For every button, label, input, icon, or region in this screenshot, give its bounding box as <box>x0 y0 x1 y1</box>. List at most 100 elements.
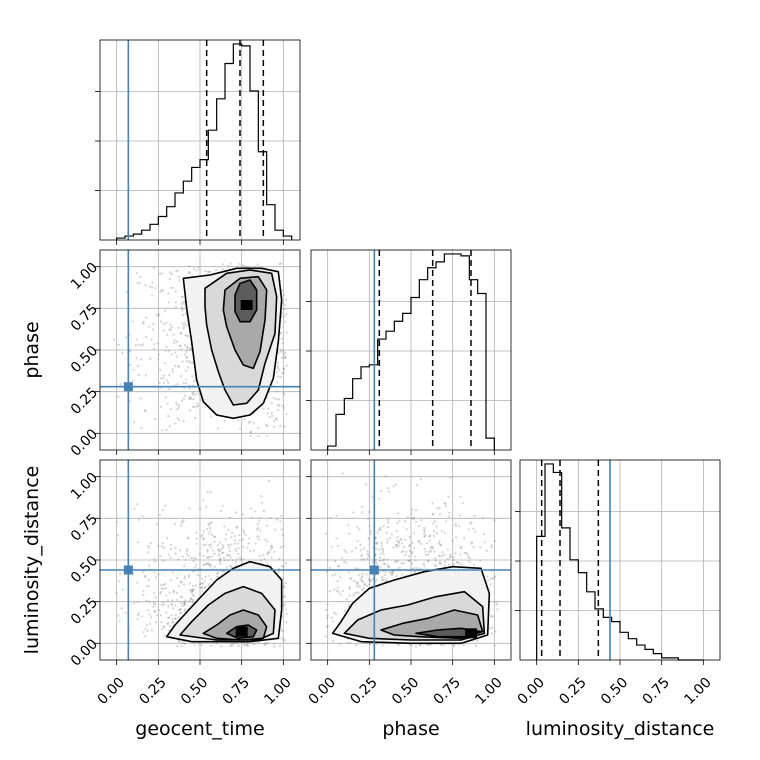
scatter-point <box>363 583 367 586</box>
scatter-point <box>328 566 332 570</box>
joint-1-scatter <box>115 479 288 648</box>
scatter-point <box>486 575 489 578</box>
scatter-point <box>390 573 393 576</box>
scatter-point <box>472 563 476 566</box>
scatter-point <box>447 495 450 498</box>
scatter-point <box>381 547 384 550</box>
scatter-point <box>282 565 286 568</box>
scatter-point <box>258 554 261 557</box>
scatter-point <box>195 563 198 567</box>
scatter-point <box>466 553 469 556</box>
scatter-point <box>400 550 403 554</box>
scatter-point <box>193 643 196 647</box>
scatter-point <box>177 639 181 643</box>
scatter-point <box>399 538 402 541</box>
scatter-point <box>281 350 284 353</box>
scatter-point <box>169 271 172 274</box>
scatter-point <box>208 555 211 559</box>
scatter-point <box>356 567 359 570</box>
scatter-point <box>160 621 163 624</box>
scatter-point <box>368 583 371 586</box>
scatter-point <box>146 609 150 612</box>
scatter-point <box>345 551 348 554</box>
scatter-point <box>468 560 471 563</box>
scatter-point <box>278 404 281 407</box>
scatter-point <box>350 577 353 580</box>
scatter-point <box>188 599 192 602</box>
scatter-point <box>133 421 136 424</box>
scatter-point <box>209 543 212 546</box>
scatter-point <box>356 540 359 543</box>
scatter-point <box>228 549 231 553</box>
scatter-point <box>280 337 284 340</box>
hist-2-xtick-label-3: 0.75 <box>640 675 673 708</box>
scatter-point <box>470 541 474 544</box>
scatter-point <box>165 428 168 431</box>
scatter-point <box>230 644 233 647</box>
scatter-point <box>210 577 213 581</box>
scatter-point <box>221 546 225 549</box>
scatter-point <box>180 641 184 644</box>
scatter-point <box>488 627 491 630</box>
hist-phase-steps <box>327 253 495 450</box>
scatter-point <box>147 578 150 582</box>
scatter-point <box>341 589 345 592</box>
scatter-point <box>196 542 199 545</box>
scatter-point <box>140 344 143 347</box>
scatter-point <box>187 554 190 558</box>
joint-2-scatter <box>324 472 499 648</box>
scatter-point <box>234 539 237 542</box>
scatter-point <box>213 535 217 539</box>
scatter-point <box>414 645 418 648</box>
scatter-point <box>187 575 191 579</box>
scatter-point <box>392 570 395 573</box>
scatter-point <box>149 616 152 619</box>
joint-0-scatter <box>112 262 288 438</box>
scatter-point <box>159 368 162 372</box>
scatter-point <box>284 356 287 359</box>
scatter-point <box>173 604 177 607</box>
scatter-point <box>215 642 218 645</box>
scatter-point <box>263 643 266 646</box>
scatter-point <box>180 399 184 403</box>
scatter-point <box>356 581 359 584</box>
scatter-point <box>238 427 242 430</box>
joint-panel-geocent_time-luminosity_distance: 0.00 0.25 0.50 0.75 1.000.000.250.500.751.00 <box>68 459 301 708</box>
scatter-point <box>229 543 232 546</box>
scatter-point <box>491 626 494 629</box>
scatter-point <box>168 349 171 352</box>
scatter-point <box>397 541 400 544</box>
scatter-point <box>265 524 268 528</box>
scatter-point <box>164 587 167 590</box>
scatter-point <box>198 507 202 510</box>
scatter-point <box>349 642 352 645</box>
scatter-point <box>129 363 132 366</box>
scatter-point <box>205 505 208 508</box>
scatter-point <box>481 516 484 520</box>
scatter-point <box>182 314 185 317</box>
scatter-point <box>487 579 490 582</box>
scatter-point <box>180 595 183 598</box>
scatter-point <box>378 571 381 574</box>
scatter-point <box>171 621 175 624</box>
scatter-point <box>386 526 390 529</box>
scatter-point <box>152 602 156 605</box>
scatter-point <box>411 550 414 554</box>
scatter-point <box>162 559 165 562</box>
scatter-point <box>382 525 385 528</box>
scatter-point <box>381 548 385 551</box>
scatter-point <box>238 556 242 559</box>
scatter-point <box>147 564 151 567</box>
scatter-point <box>198 574 201 577</box>
scatter-point <box>400 573 404 576</box>
scatter-point <box>171 621 174 624</box>
scatter-point <box>387 490 390 493</box>
scatter-point <box>426 560 429 563</box>
scatter-point <box>161 289 164 292</box>
scatter-point <box>225 533 228 536</box>
scatter-point <box>159 592 162 595</box>
scatter-point <box>163 634 166 637</box>
scatter-point <box>204 543 207 546</box>
scatter-point <box>468 556 471 560</box>
scatter-point <box>433 520 437 523</box>
